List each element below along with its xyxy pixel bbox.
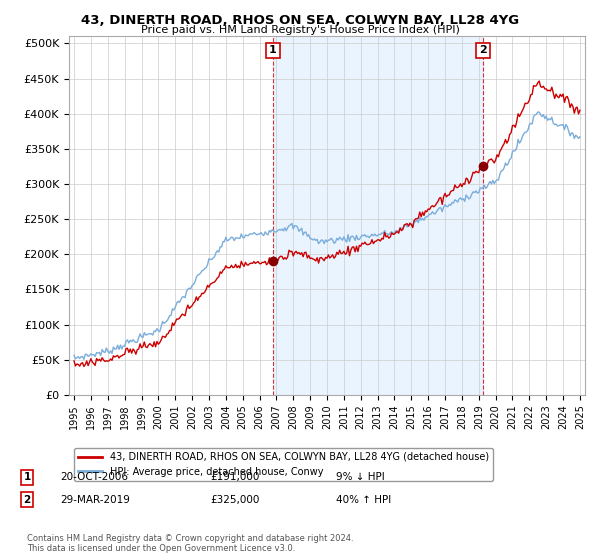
Text: 43, DINERTH ROAD, RHOS ON SEA, COLWYN BAY, LL28 4YG: 43, DINERTH ROAD, RHOS ON SEA, COLWYN BA… — [81, 14, 519, 27]
Legend: 43, DINERTH ROAD, RHOS ON SEA, COLWYN BAY, LL28 4YG (detached house), HPI: Avera: 43, DINERTH ROAD, RHOS ON SEA, COLWYN BA… — [74, 448, 493, 480]
Text: 20-OCT-2006: 20-OCT-2006 — [60, 472, 128, 482]
Text: 1: 1 — [269, 45, 277, 55]
Text: 40% ↑ HPI: 40% ↑ HPI — [336, 494, 391, 505]
Text: 1: 1 — [23, 472, 31, 482]
Text: 2: 2 — [23, 494, 31, 505]
Text: Price paid vs. HM Land Registry's House Price Index (HPI): Price paid vs. HM Land Registry's House … — [140, 25, 460, 35]
Text: 29-MAR-2019: 29-MAR-2019 — [60, 494, 130, 505]
Text: Contains HM Land Registry data © Crown copyright and database right 2024.
This d: Contains HM Land Registry data © Crown c… — [27, 534, 353, 553]
Text: 9% ↓ HPI: 9% ↓ HPI — [336, 472, 385, 482]
Text: £325,000: £325,000 — [210, 494, 259, 505]
Text: £191,000: £191,000 — [210, 472, 259, 482]
Text: 2: 2 — [479, 45, 487, 55]
